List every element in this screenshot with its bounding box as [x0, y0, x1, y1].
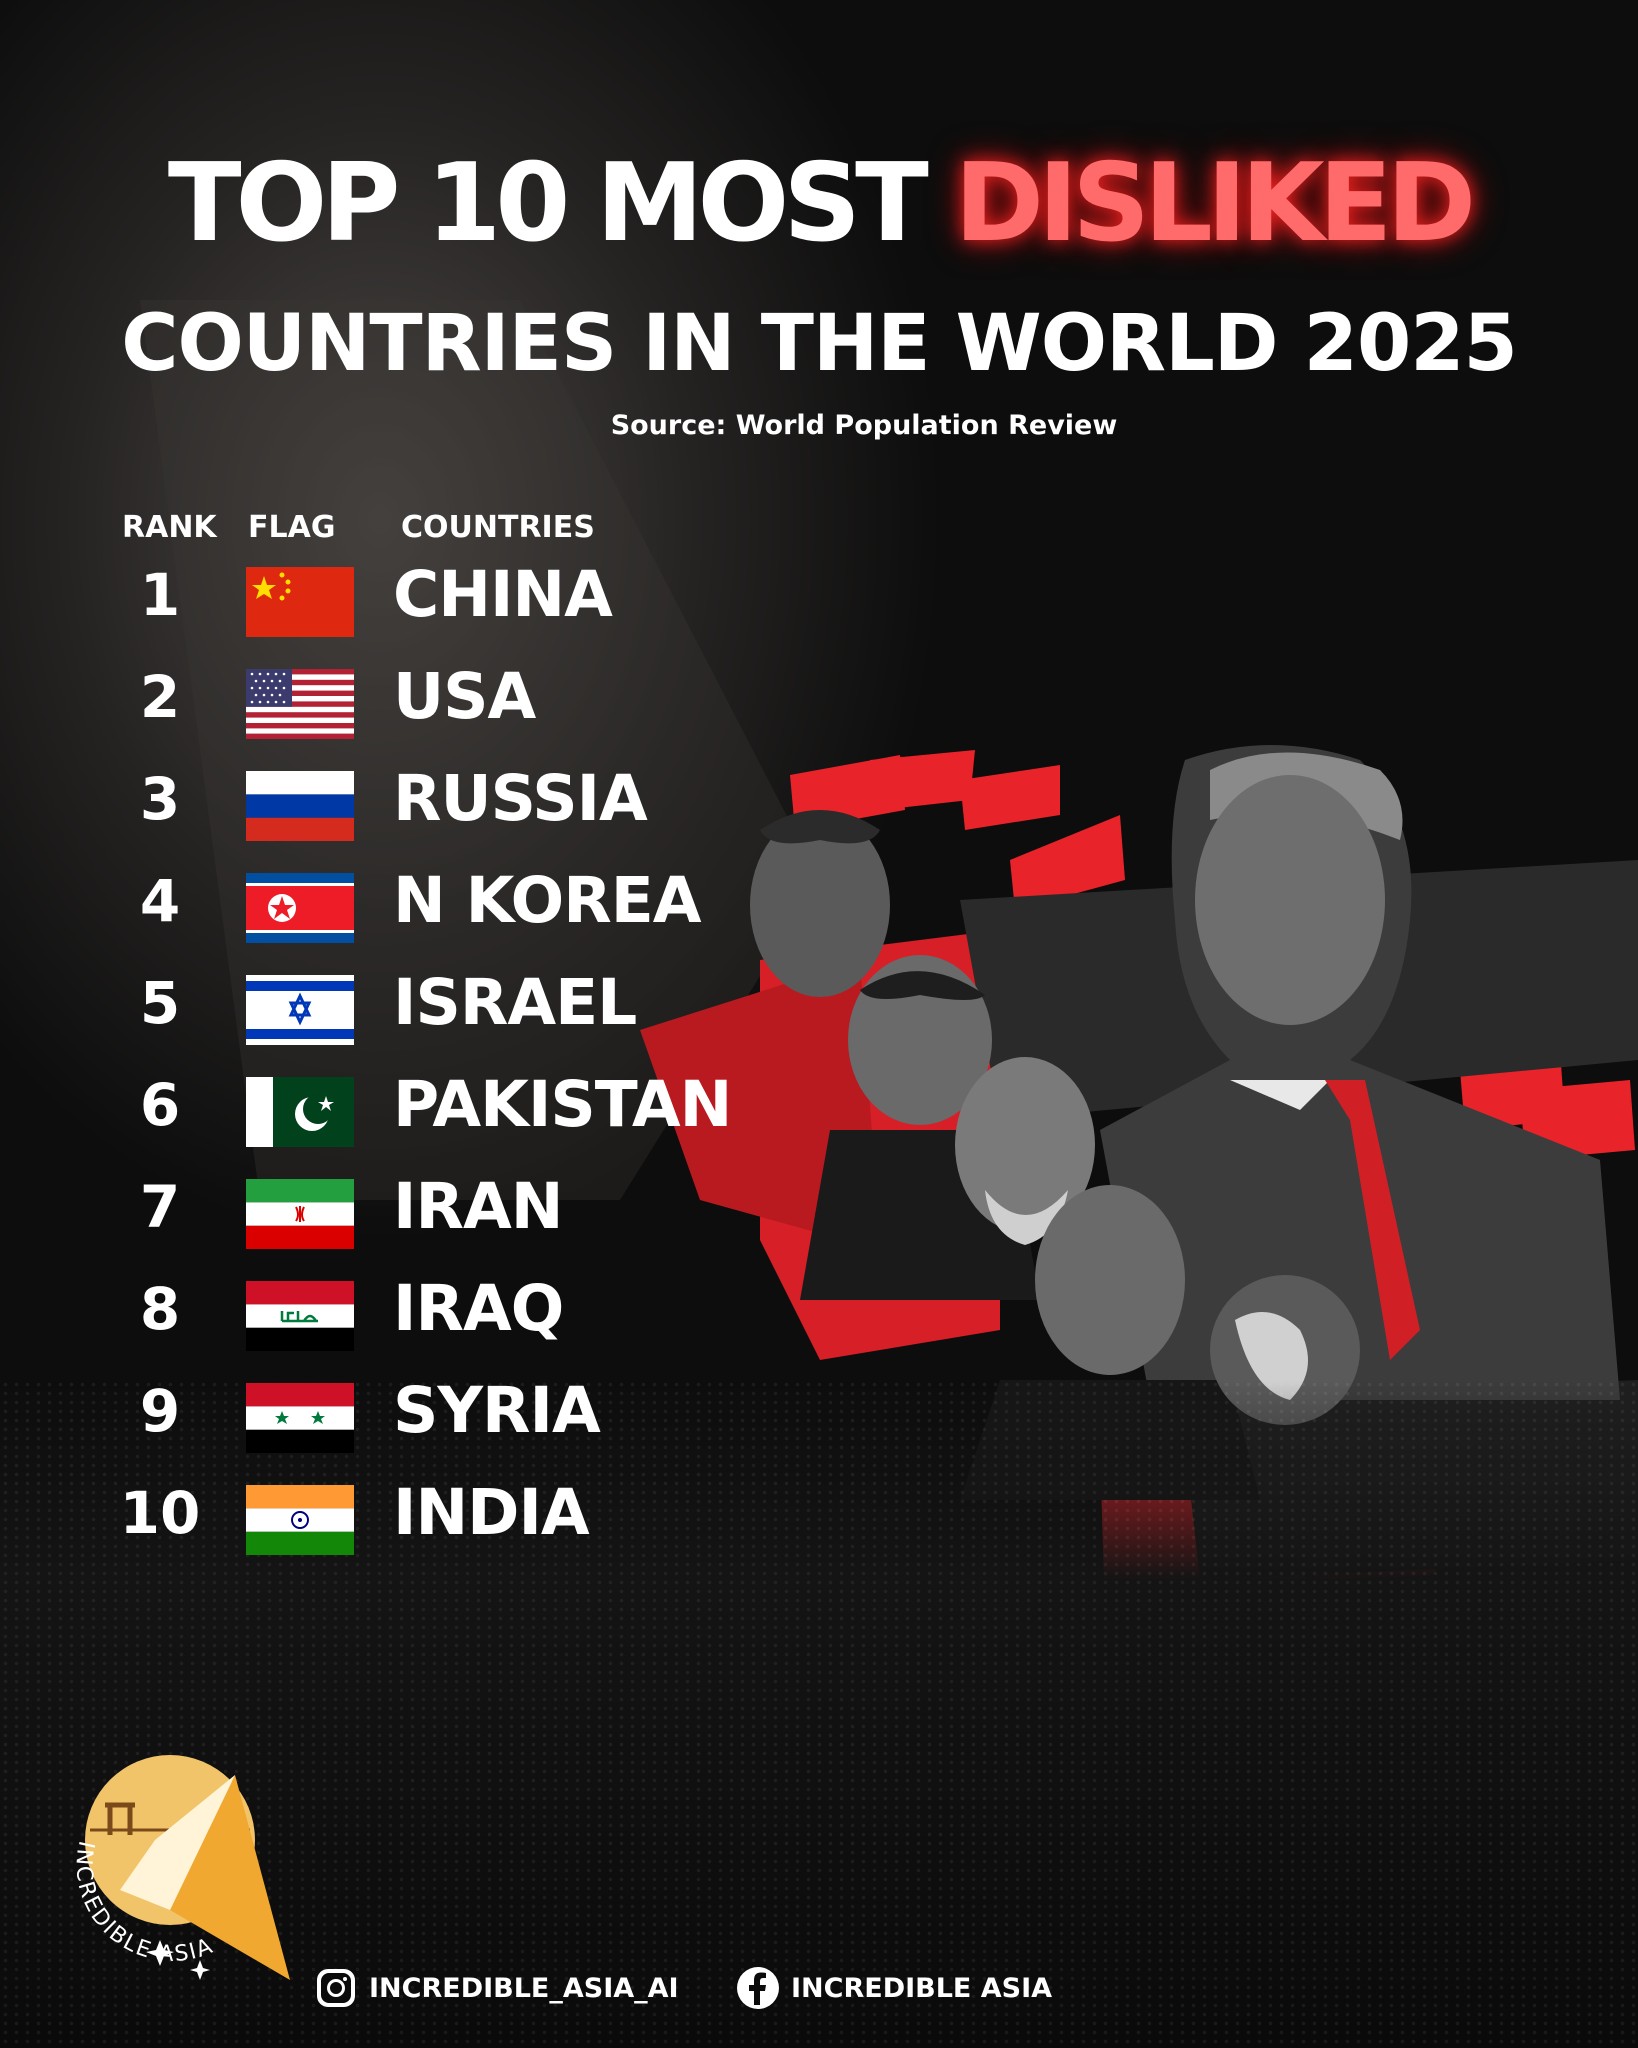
facebook-handle[interactable]: INCREDIBLE ASIA: [735, 1965, 1052, 2011]
country-name: IRAQ: [393, 1272, 564, 1345]
country-name: USA: [393, 660, 536, 733]
title-line-1: TOP 10 MOST DISLIKED: [0, 150, 1638, 258]
country-name: IRAN: [393, 1170, 563, 1243]
list-item: 4 N KOREA: [0, 861, 800, 943]
india-flag-icon: [246, 1485, 354, 1555]
country-name: ISRAEL: [393, 966, 637, 1039]
rank-number: 8: [139, 1275, 181, 1343]
list-item: 8 IRAQ: [0, 1269, 800, 1351]
rank-number: 2: [139, 663, 181, 731]
rank-number: 3: [139, 765, 181, 833]
country-name: CHINA: [393, 558, 613, 631]
facebook-icon: [735, 1965, 781, 2011]
list-item: 9 SYRIA: [0, 1371, 800, 1453]
rank-number: 10: [119, 1479, 201, 1547]
list-item: 1 CHINA: [0, 555, 800, 637]
incredible-asia-logo: INCREDIBLE ASIA: [60, 1740, 300, 2000]
rank-number: 9: [139, 1377, 181, 1445]
list-item: 6 PAKISTAN: [0, 1065, 800, 1147]
title-part-white: TOP 10 MOST: [167, 141, 955, 266]
country-name: PAKISTAN: [393, 1068, 732, 1141]
north-korea-flag-icon: [246, 873, 354, 943]
iran-flag-icon: [246, 1179, 354, 1249]
israel-flag-icon: [246, 975, 354, 1045]
russia-flag-icon: [246, 771, 354, 841]
syria-flag-icon: [246, 1383, 354, 1453]
list-item: 3 RUSSIA: [0, 759, 800, 841]
pakistan-flag-icon: [246, 1077, 354, 1147]
china-flag-icon: [246, 567, 354, 637]
instagram-handle[interactable]: INCREDIBLE_ASIA_AI: [313, 1965, 679, 2011]
facebook-label: INCREDIBLE ASIA: [791, 1972, 1053, 2004]
rank-number: 7: [139, 1173, 181, 1241]
list-item: 7 IRAN: [0, 1167, 800, 1249]
header-flag: FLAG: [248, 510, 336, 545]
rank-number: 5: [139, 969, 181, 1037]
country-name: N KOREA: [393, 864, 702, 937]
instagram-label: INCREDIBLE_ASIA_AI: [369, 1972, 679, 2004]
rank-number: 6: [139, 1071, 181, 1139]
country-name: RUSSIA: [393, 762, 648, 835]
rank-number: 1: [139, 561, 181, 629]
list-item: 10 INDIA: [0, 1473, 800, 1555]
title-part-red: DISLIKED: [954, 141, 1476, 266]
source-text: Source: World Population Review: [610, 410, 1118, 441]
header-rank: RANK: [122, 510, 217, 545]
header-countries: COUNTRIES: [401, 510, 595, 545]
usa-flag-icon: [246, 669, 354, 739]
list-item: 2 USA: [0, 657, 800, 739]
instagram-icon: [313, 1965, 359, 2011]
list-item: 5 ISRAEL: [0, 963, 800, 1045]
rank-number: 4: [139, 867, 181, 935]
iraq-flag-icon: [246, 1281, 354, 1351]
country-name: SYRIA: [393, 1374, 601, 1447]
country-name: INDIA: [393, 1476, 590, 1549]
title-line-2: COUNTRIES IN THE WORLD 2025: [121, 299, 1518, 389]
